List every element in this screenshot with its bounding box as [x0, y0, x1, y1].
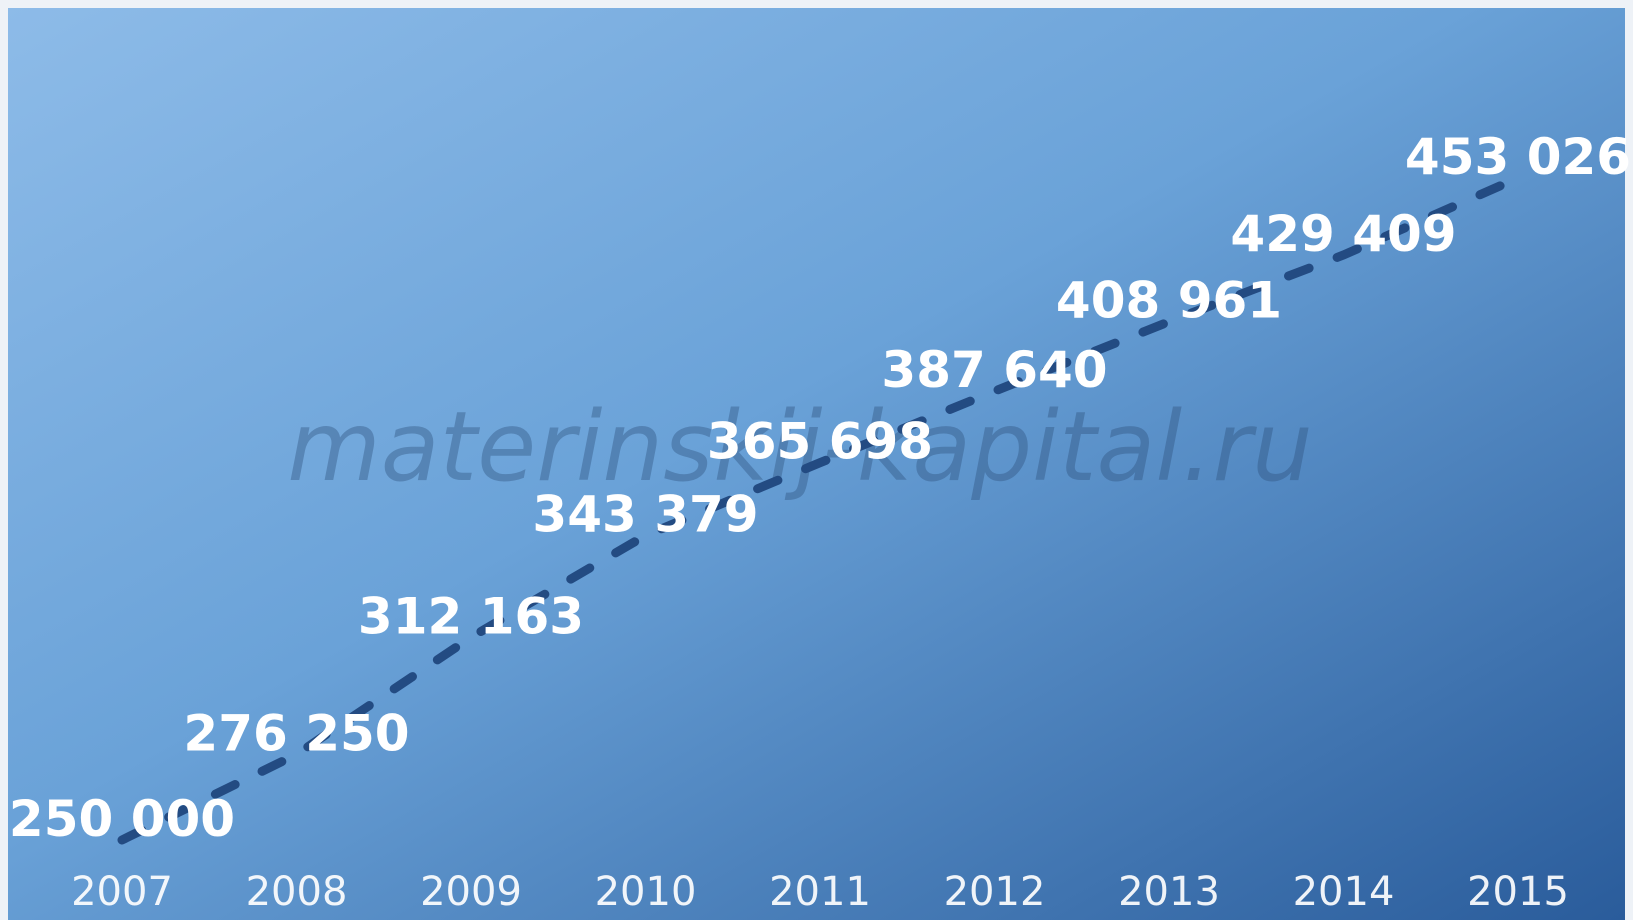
year-label-2012: 2012 [944, 869, 1046, 915]
value-label-2014: 429 409 [1230, 205, 1456, 263]
value-label-2011: 365 698 [707, 413, 933, 471]
year-label-2010: 2010 [595, 869, 697, 915]
year-label-2015: 2015 [1467, 869, 1569, 915]
year-label-2013: 2013 [1118, 869, 1220, 915]
year-label-2009: 2009 [420, 869, 522, 915]
value-labels: 250 000 276 250 312 163 343 379 365 698 387 6… [9, 128, 1631, 848]
value-label-2008: 276 250 [183, 704, 409, 762]
watermark-text: materinskij-kapital.ru [287, 391, 1313, 503]
value-label-2009: 312 163 [358, 587, 584, 645]
trend-line [117, 173, 1523, 845]
value-label-2012: 387 640 [881, 341, 1107, 399]
year-label-2008: 2008 [246, 869, 348, 915]
year-labels: 2007 2008 2009 2010 2011 2012 2013 2014 2015 [71, 869, 1569, 915]
value-label-2013: 408 961 [1056, 272, 1282, 330]
value-stems [295, 168, 1519, 835]
value-label-2015: 453 026 [1405, 128, 1631, 186]
value-label-2010: 343 379 [532, 486, 758, 544]
year-label-2011: 2011 [769, 869, 871, 915]
value-label-2007: 250 000 [9, 790, 235, 848]
year-label-2007: 2007 [71, 869, 173, 915]
year-label-2014: 2014 [1293, 869, 1395, 915]
